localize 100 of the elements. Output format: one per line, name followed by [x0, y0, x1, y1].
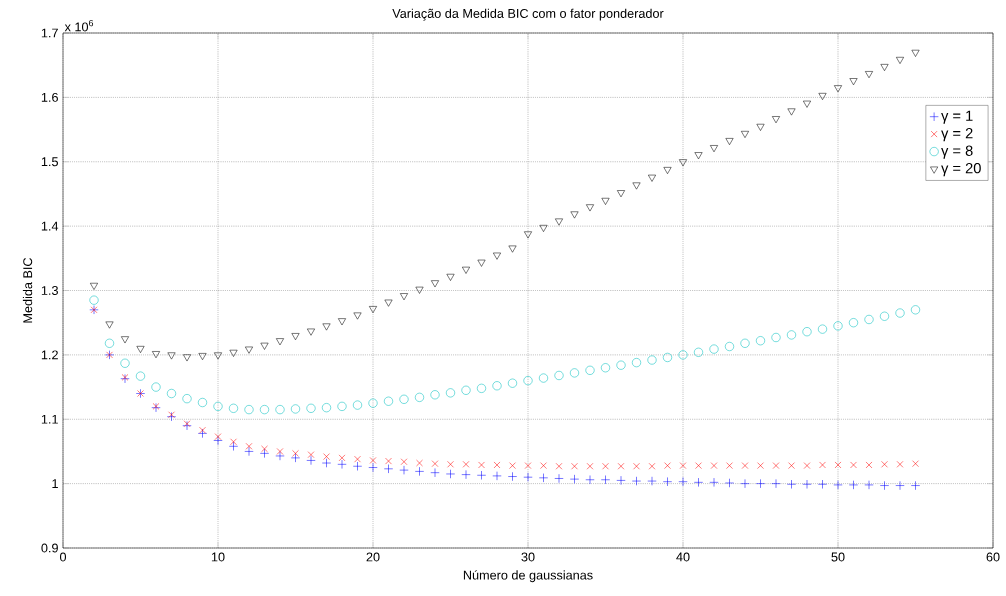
- point: [554, 473, 564, 484]
- point: [523, 376, 533, 386]
- point: [492, 381, 502, 391]
- point: [896, 57, 904, 64]
- point: [508, 245, 517, 253]
- point: [182, 394, 192, 404]
- point: [337, 459, 347, 469]
- x-tick-label: 0: [59, 552, 67, 562]
- point: [616, 475, 626, 485]
- point: [910, 481, 921, 491]
- point: [275, 405, 285, 415]
- point: [647, 355, 657, 365]
- point: [462, 266, 470, 274]
- point: [569, 474, 580, 484]
- point: [848, 318, 859, 328]
- point: [462, 461, 470, 468]
- point: [368, 463, 378, 473]
- point: [152, 351, 160, 359]
- point: [648, 462, 656, 470]
- point: [166, 388, 177, 399]
- point: [135, 371, 146, 381]
- point: [245, 346, 253, 354]
- point: [539, 225, 548, 232]
- point: [802, 479, 812, 489]
- point: [476, 470, 487, 480]
- point: [307, 328, 315, 336]
- point: [244, 446, 254, 456]
- point: [416, 459, 423, 467]
- text: x 10$^{6}$: [64, 19, 94, 32]
- point: [555, 462, 563, 470]
- point: [709, 344, 719, 354]
- point: [476, 383, 487, 393]
- point: [338, 454, 346, 462]
- point: [214, 433, 222, 440]
- point: [834, 85, 842, 93]
- point: [383, 464, 394, 474]
- point: [213, 435, 223, 446]
- point: [197, 428, 208, 438]
- point: [803, 462, 811, 469]
- point: [849, 78, 858, 86]
- point: [199, 426, 206, 434]
- legend-label: γ = 8: [941, 145, 973, 159]
- y-tick-label: 1.4: [41, 221, 59, 231]
- point: [292, 450, 299, 457]
- point: [121, 336, 129, 344]
- point: [478, 461, 485, 469]
- point: [771, 332, 781, 343]
- point: [321, 403, 332, 413]
- point: [803, 100, 811, 108]
- point: [570, 211, 579, 219]
- y-tick-label: 1.5: [41, 157, 58, 167]
- point: [337, 401, 347, 411]
- point: [555, 218, 563, 226]
- point: [865, 461, 873, 469]
- point: [507, 378, 518, 388]
- point: [833, 480, 843, 490]
- point: [895, 481, 905, 491]
- point: [167, 352, 176, 360]
- point: [724, 341, 735, 352]
- point: [260, 342, 269, 350]
- x-tick-label: 40: [676, 552, 690, 562]
- point: [648, 174, 656, 182]
- point: [881, 461, 888, 468]
- point: [385, 457, 392, 465]
- point: [120, 358, 130, 368]
- point: [183, 354, 191, 362]
- point: [880, 64, 889, 72]
- point: [198, 353, 207, 361]
- y-tick-label: 1.1: [41, 414, 58, 424]
- point: [445, 469, 456, 479]
- point: [631, 358, 642, 368]
- point: [244, 405, 254, 415]
- point: [352, 461, 363, 471]
- point: [741, 462, 749, 469]
- point: [895, 308, 905, 318]
- point: [802, 327, 812, 337]
- point: [725, 138, 734, 146]
- point: [695, 462, 702, 469]
- point: [151, 382, 161, 392]
- point: [817, 479, 828, 489]
- point: [322, 323, 331, 331]
- x-tick-label: 10: [211, 552, 225, 562]
- point: [848, 480, 859, 490]
- point: [213, 401, 223, 411]
- point: [818, 93, 827, 100]
- point: [430, 390, 440, 400]
- y-tick-label: 1: [52, 479, 58, 488]
- point: [492, 471, 502, 481]
- point: [571, 462, 578, 470]
- point: [679, 159, 687, 167]
- point: [710, 462, 718, 469]
- point: [911, 49, 920, 57]
- point: [352, 400, 363, 410]
- point: [445, 388, 456, 398]
- point: [228, 441, 239, 451]
- point: [431, 460, 439, 467]
- x-tick-label: 60: [986, 552, 1000, 562]
- y-tick-label: 1.7: [41, 28, 58, 38]
- point: [786, 479, 797, 489]
- point: [89, 295, 99, 305]
